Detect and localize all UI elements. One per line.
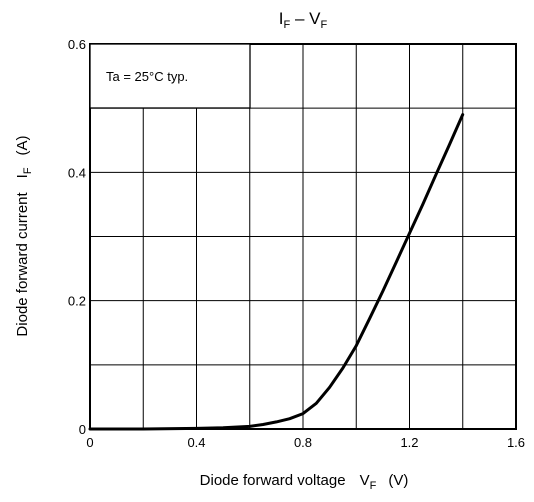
y-tick-label: 0.2 [68,294,86,309]
y-tick-label: 0.4 [68,165,86,180]
x-axis-label: Diode forward voltage VF (V) [200,472,409,492]
y-tick-label: 0.6 [68,37,86,52]
x-axis-label-unit: (V) [388,472,408,489]
y-axis-label: Diode forward current IF (A) [14,135,34,336]
x-tick-label: 0.4 [187,435,205,450]
x-tick-label: 1.2 [400,435,418,450]
x-tick-label: 0.8 [294,435,312,450]
series [88,113,465,431]
x-axis-label-text: Diode forward voltage [200,472,346,489]
y-axis-label-unit: (A) [14,135,31,155]
title-mid: – V [290,9,321,28]
y-tick-label: 0 [79,422,86,437]
x-axis-label-sub: F [370,480,377,492]
chart-title: IF – VF [279,9,328,31]
series-line [88,113,465,431]
x-tick-label: 1.6 [507,435,525,450]
title-sub2: F [320,19,327,31]
y-axis-label-symbol: I [14,174,31,178]
y-axis-label-sub: F [22,167,34,174]
y-axis-label-text: Diode forward current [14,192,31,337]
annotation-box [89,43,251,109]
plot-frame [89,43,517,430]
title-sub1: F [284,19,291,31]
annotation-text: Ta = 25°C typ. [106,69,188,84]
title-main: I [279,9,284,28]
x-axis-label-symbol: V [360,472,370,489]
tick-labels: 0 0.4 0.8 1.2 1.6 0 0.2 0.4 0.6 [68,37,525,450]
x-tick-label: 0 [86,435,93,450]
